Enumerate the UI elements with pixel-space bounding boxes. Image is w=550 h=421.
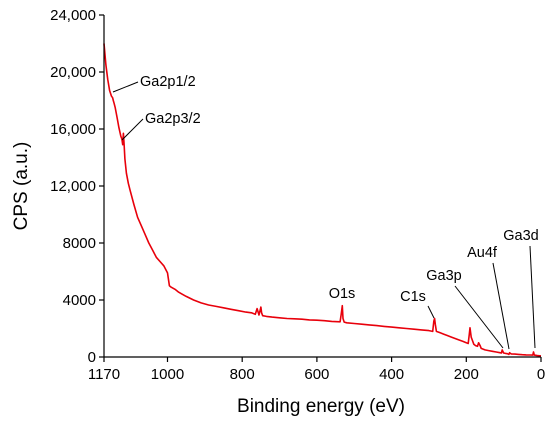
axes-layer: 1170 1000 800 600 400 200 0 0 4000 8000 12,000 16,0… xyxy=(50,7,545,383)
y-axis-title: CPS (a.u.) xyxy=(11,142,32,231)
x-tick-label: 1170 xyxy=(88,366,120,383)
peak-leader-line xyxy=(112,81,139,93)
x-tick-label: 600 xyxy=(304,366,329,383)
peak-label: Ga2p1/2 xyxy=(140,74,196,90)
x-tick-label: 800 xyxy=(230,366,255,383)
peak-label: O1s xyxy=(329,286,356,302)
x-tick-label: 0 xyxy=(537,366,545,383)
peak-leader-line xyxy=(492,262,510,350)
peak-leader-line xyxy=(529,245,536,349)
peak-leader-line xyxy=(454,285,504,349)
y-tick-label: 4000 xyxy=(63,292,96,309)
peak-label: Ga3d xyxy=(503,228,538,244)
peak-label: C1s xyxy=(400,289,426,305)
x-tick-label: 200 xyxy=(454,366,479,383)
plot-area: 1170 1000 800 600 400 200 0 0 4000 8000 12,000 16,0… xyxy=(50,7,545,383)
peak-label: Au4f xyxy=(467,245,498,261)
x-axis-title: Binding energy (eV) xyxy=(237,396,405,417)
y-tick-label: 8000 xyxy=(63,235,96,252)
x-tick-label: 1000 xyxy=(151,366,184,383)
y-tick-label: 24,000 xyxy=(50,7,96,24)
y-tick-label: 16,000 xyxy=(50,121,96,138)
peak-label: Ga3p xyxy=(426,268,461,284)
peak-leader-line xyxy=(121,118,144,141)
series-layer xyxy=(103,43,542,357)
y-tick-label: 20,000 xyxy=(50,64,96,81)
y-tick-label: 12,000 xyxy=(50,178,96,195)
y-tick-label: 0 xyxy=(88,349,96,366)
x-tick-label: 400 xyxy=(379,366,404,383)
peak-leader-line xyxy=(427,305,435,319)
series-line-0 xyxy=(103,43,542,357)
peak-label: Ga2p3/2 xyxy=(145,111,201,127)
